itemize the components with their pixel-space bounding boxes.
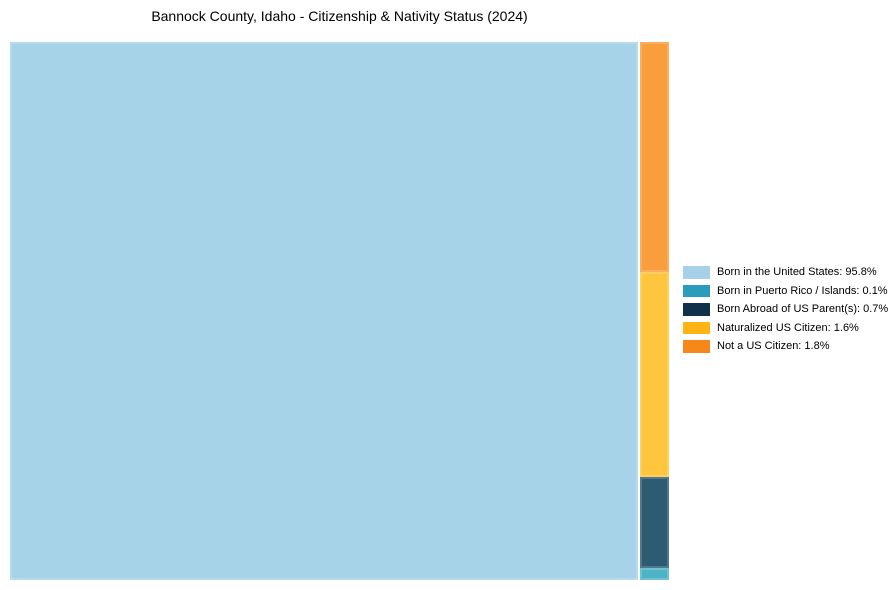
chart-title: Bannock County, Idaho - Citizenship & Na… [151,8,528,24]
legend-item-not-a-us-citizen: Not a US Citizen: 1.8% [683,340,888,353]
legend-swatch-icon [683,340,710,353]
legend-swatch-icon [683,303,710,316]
treemap-plot-area [10,42,669,580]
treemap-cell-not-a-us-citizen [640,42,669,272]
legend-item-naturalized-us-citizen: Naturalized US Citizen: 1.6% [683,321,888,334]
legend-item-label: Born in Puerto Rico / Islands: 0.1% [717,284,888,297]
legend-item-label: Born Abroad of US Parent(s): 0.7% [717,303,889,315]
treemap-cell-born-in-united-states [10,42,638,580]
treemap-cell-born-in-puerto-rico-islands [640,568,669,580]
legend-item-label: Born in the United States: 95.8% [717,266,877,278]
legend: Born in the United States: 95.8% Born in… [683,266,888,353]
legend-item-label: Not a US Citizen: 1.8% [717,340,830,352]
legend-swatch-icon [683,266,710,279]
legend-item-born-in-united-states: Born in the United States: 95.8% [683,266,888,279]
legend-swatch-icon [683,284,710,297]
legend-item-born-abroad-of-us-parents: Born Abroad of US Parent(s): 0.7% [683,303,888,316]
legend-item-label: Naturalized US Citizen: 1.6% [717,321,859,334]
legend-swatch-icon [683,321,710,334]
treemap-cell-naturalized-us-citizen [640,272,669,477]
treemap-cell-born-abroad-of-us-parents [640,477,669,568]
legend-item-born-in-puerto-rico-islands: Born in Puerto Rico / Islands: 0.1% [683,284,888,297]
